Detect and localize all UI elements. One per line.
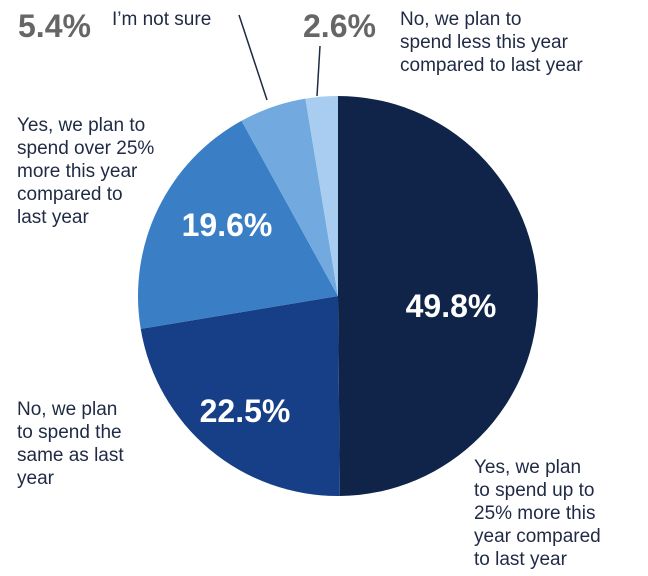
category-label-over-25: Yes, we plan to spend over 25% more this… — [17, 114, 154, 229]
pie-slice-less — [305, 96, 338, 296]
value-label-less: 2.6% — [303, 8, 376, 44]
label-line: to spend the — [17, 422, 122, 443]
label-line: year compared — [474, 526, 601, 547]
category-label-less: No, we plan to spend less this year comp… — [400, 8, 583, 77]
value-label-up-to-25: 49.8% — [406, 288, 497, 324]
label-line: more this year — [17, 161, 138, 182]
label-line: No, we plan to — [400, 9, 522, 30]
label-line: spend less this year — [400, 32, 568, 53]
category-label-same: No, we plan to spend the same as last ye… — [17, 398, 124, 490]
label-line: to spend up to — [474, 480, 595, 501]
label-line: 25% more this — [474, 503, 596, 524]
leader-line-less — [316, 45, 321, 97]
pie-slice-not-sure — [241, 98, 338, 296]
label-line: year — [17, 468, 54, 489]
label-line: compared to last year — [400, 55, 583, 76]
label-line: compared to — [17, 184, 123, 205]
label-line: spend over 25% — [17, 138, 155, 159]
label-line: last year — [17, 207, 89, 228]
leader-line-not-sure — [238, 14, 268, 101]
label-line: Yes, we plan to — [17, 115, 146, 136]
pie-slice-over-25 — [137, 120, 338, 329]
value-label-same: 22.5% — [200, 393, 291, 429]
label-line: to last year — [474, 549, 567, 570]
category-label-not-sure: I’m not sure — [112, 8, 211, 31]
pie-slice-up-to-25 — [338, 96, 538, 496]
value-label-not-sure: 5.4% — [18, 8, 91, 44]
category-label-up-to-25: Yes, we plan to spend up to 25% more thi… — [474, 456, 601, 571]
label-line: I’m not sure — [112, 9, 212, 30]
label-line: Yes, we plan — [474, 457, 582, 478]
label-line: No, we plan — [17, 399, 118, 420]
value-label-over-25: 19.6% — [182, 207, 273, 243]
pie-slice-same — [140, 296, 340, 496]
pie-slices — [137, 96, 538, 496]
label-line: same as last — [17, 445, 124, 466]
